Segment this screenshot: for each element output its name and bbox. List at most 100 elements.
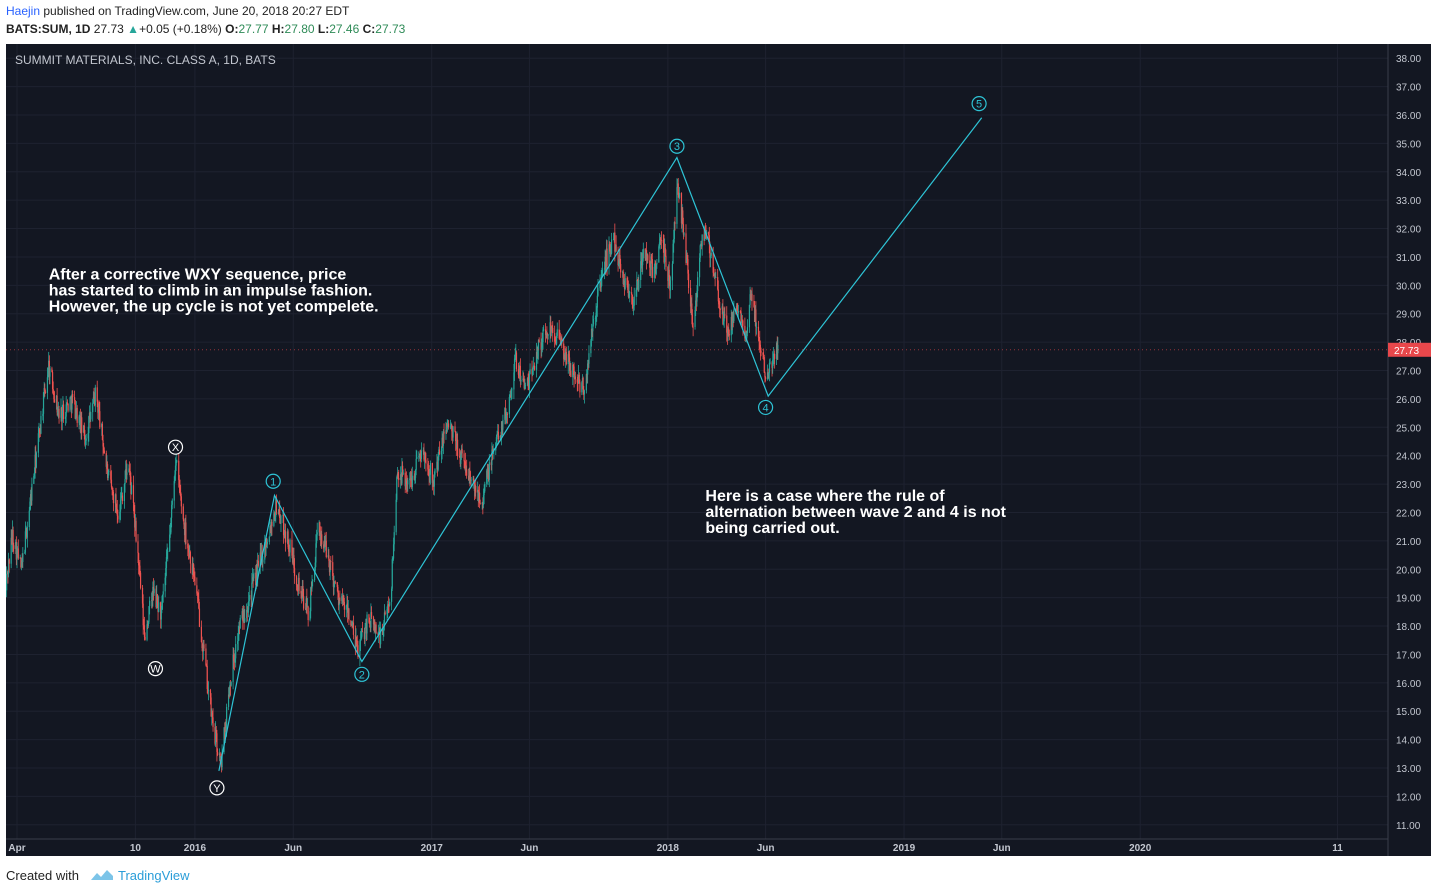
annotation-text[interactable]: being carried out. — [705, 520, 839, 537]
candle-body — [523, 378, 525, 381]
price-axis[interactable]: 11.00 12.00 13.00 14.00 15.00 16.00 17.00 18.00… — [6, 54, 1431, 832]
candle-body — [218, 753, 221, 756]
candle-body — [577, 374, 580, 384]
candle-body — [196, 585, 198, 594]
wave-label-circle[interactable] — [167, 439, 184, 455]
candle-body — [210, 697, 212, 717]
annotations[interactable]: After a corrective WXY sequence, priceha… — [49, 267, 1007, 537]
candle-body — [719, 301, 721, 310]
candle-body — [97, 401, 99, 413]
candle-body — [53, 392, 55, 400]
candle-body — [627, 289, 630, 297]
candle-body — [764, 377, 767, 379]
candle-body — [560, 337, 562, 346]
candle-body — [73, 397, 76, 401]
wave-labels[interactable]: W X Y 1 2 3 4 5 — [147, 96, 987, 796]
candle-body — [741, 320, 743, 321]
candle-body — [301, 593, 303, 599]
elliott-wave-lines[interactable] — [218, 117, 983, 772]
annotation-text[interactable]: alternation between wave 2 and 4 is not — [705, 504, 1006, 521]
candle-body — [722, 306, 724, 325]
candle-body — [457, 439, 459, 457]
annotation-text[interactable]: Here is a case where the rule of — [705, 488, 945, 505]
candle-body — [414, 477, 416, 480]
candle-body — [237, 635, 239, 642]
wave-label-5[interactable]: 5 — [976, 99, 982, 111]
candle-body — [273, 513, 276, 520]
candle-body — [469, 479, 472, 481]
annotation-text[interactable]: After a corrective WXY sequence, price — [49, 267, 347, 284]
candle-body — [565, 351, 567, 365]
wave-label-Y[interactable]: Y — [213, 783, 221, 795]
y-tick-label: 32.00 — [1396, 225, 1421, 236]
wave-label-circle[interactable] — [971, 96, 987, 112]
time-axis[interactable]: Apr 10 2016 Jun 2017 Jun 2018 Jun 2019 Jun 2020 11 — [8, 843, 1343, 854]
wave-label-circle[interactable] — [265, 473, 281, 489]
candle-body — [298, 577, 300, 591]
y-tick-label: 33.00 — [1396, 196, 1421, 207]
wave-label-circle[interactable] — [354, 666, 370, 682]
author-link[interactable]: Haejin — [6, 4, 41, 18]
candle-body — [538, 339, 540, 343]
candle-body — [219, 753, 221, 758]
chart-panel[interactable]: W X Y 1 2 3 4 5 After a corrective WXY sequence… — [4, 44, 1431, 856]
wave-label-W[interactable]: W — [150, 664, 161, 676]
candle-body — [26, 527, 28, 538]
wave-label-circle[interactable] — [757, 399, 774, 416]
candle-body — [79, 415, 82, 433]
candle-body — [595, 312, 597, 318]
candle-body — [733, 309, 735, 322]
elliott-wave-path[interactable] — [218, 117, 983, 772]
candle-body — [147, 621, 149, 627]
candle-body — [62, 404, 64, 411]
candle-body — [328, 560, 331, 573]
candle-body — [193, 564, 195, 577]
candle-body — [427, 463, 429, 470]
candle-body — [381, 627, 384, 635]
price-chart[interactable]: W X Y 1 2 3 4 5 After a corrective WXY sequence… — [4, 44, 1431, 856]
wave-label-2[interactable]: 2 — [359, 669, 365, 681]
candle-body — [772, 356, 774, 360]
y-tick-label: 12.00 — [1396, 792, 1421, 803]
y-tick-label: 17.00 — [1396, 650, 1421, 661]
candle-body — [532, 369, 534, 375]
candle-body — [34, 454, 36, 473]
candle-body — [379, 628, 381, 645]
y-tick-label: 23.00 — [1396, 480, 1421, 491]
candle-body — [750, 293, 752, 300]
wave-label-4[interactable]: 4 — [763, 402, 769, 414]
candle-body — [460, 448, 463, 455]
candle-body — [496, 433, 498, 438]
wave-label-circle[interactable] — [669, 138, 685, 154]
wave-label-circle[interactable] — [147, 661, 164, 677]
candle-body — [671, 263, 674, 281]
annotation-text[interactable]: has started to climb in an impulse fashi… — [49, 283, 373, 300]
candle-body — [310, 587, 312, 612]
candle-body — [764, 372, 766, 378]
candle-body — [649, 267, 652, 270]
candle-body — [479, 503, 481, 505]
candle-body — [392, 558, 394, 560]
wave-label-X[interactable]: X — [172, 442, 180, 454]
candle-body — [750, 294, 752, 300]
wave-label-circle[interactable] — [209, 780, 225, 796]
candle-body — [397, 473, 399, 478]
candle-body — [198, 598, 200, 609]
candle-body — [712, 252, 714, 273]
candle-body — [304, 608, 307, 610]
candle-body — [97, 409, 100, 413]
tradingview-brand-link[interactable]: TradingView — [118, 868, 190, 883]
annotation-text[interactable]: However, the up cycle is not yet compele… — [49, 299, 379, 316]
wave-label-3[interactable]: 3 — [674, 141, 680, 153]
candle-body — [424, 458, 426, 460]
candle-body — [238, 626, 240, 636]
wave-label-1[interactable]: 1 — [270, 476, 276, 488]
candle-body — [279, 509, 281, 519]
candle-body — [257, 560, 259, 566]
candle-body — [325, 540, 327, 547]
candle-body — [600, 277, 602, 288]
candle-body — [289, 539, 291, 553]
up-arrow-icon: ▲ — [127, 22, 140, 36]
candle-body — [179, 487, 181, 492]
candle-body — [405, 480, 408, 484]
